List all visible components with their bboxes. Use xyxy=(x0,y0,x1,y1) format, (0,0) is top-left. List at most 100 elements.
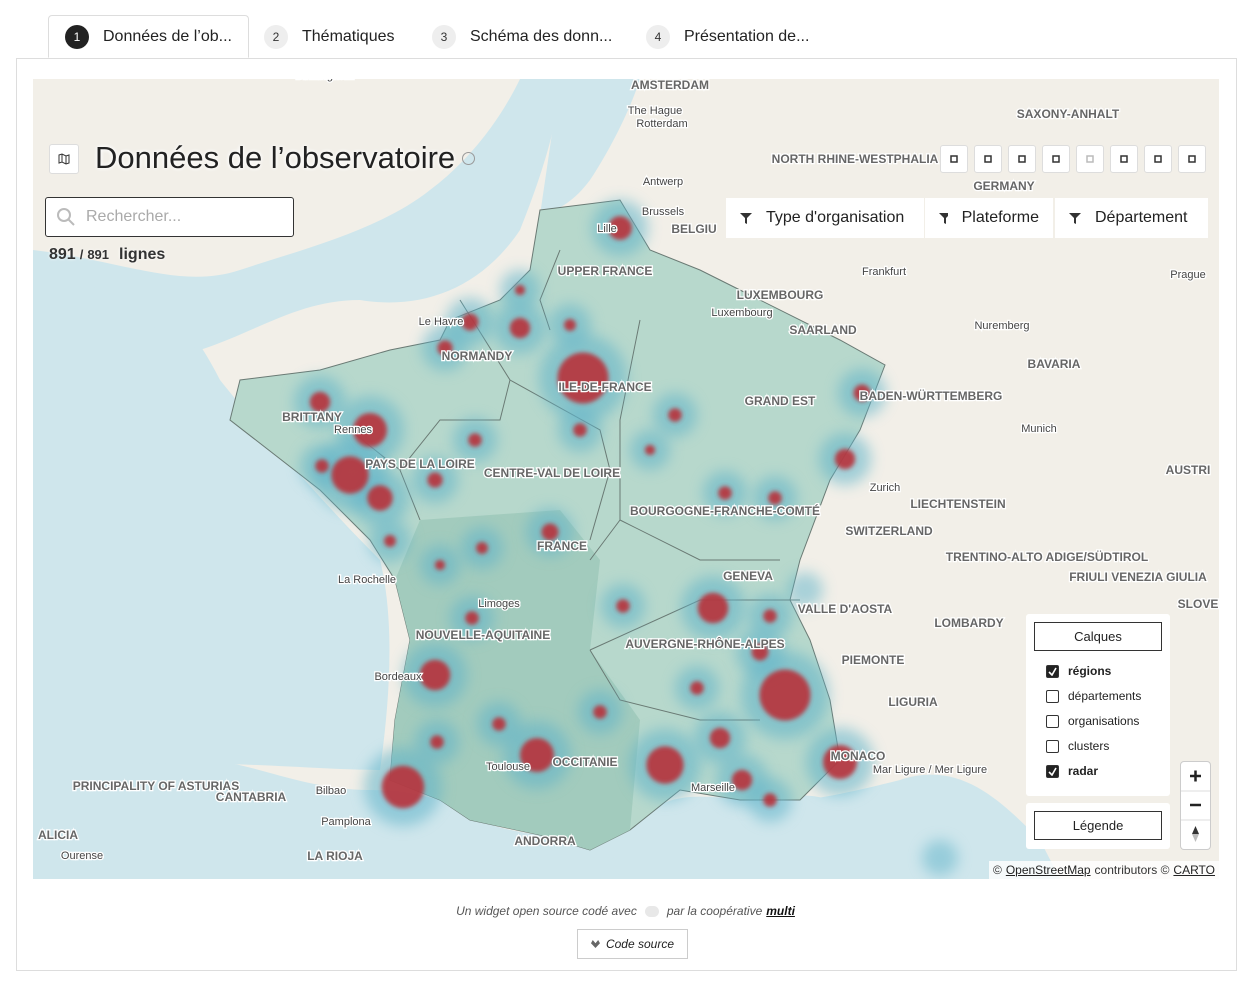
toolbar-button[interactable] xyxy=(1042,145,1070,173)
toolbar-button[interactable] xyxy=(1178,145,1206,173)
toolbar-button[interactable] xyxy=(1144,145,1172,173)
heat-core xyxy=(557,352,609,404)
heat-core xyxy=(492,717,506,731)
city-label: Antwerp xyxy=(643,176,683,188)
heat-core xyxy=(709,727,731,749)
layer-option[interactable]: départements xyxy=(1046,689,1141,703)
sea-north xyxy=(540,79,640,215)
layers-panel: Calques régions départements organisations c… xyxy=(1026,614,1170,796)
city-label: Pamplona xyxy=(321,816,371,828)
region-label: PRINCIPALITY OF ASTURIAS xyxy=(73,779,239,793)
layer-label: départements xyxy=(1068,689,1142,703)
region-label: BADEN-WÜRTTEMBERG xyxy=(860,388,1003,403)
toolbar-button[interactable] xyxy=(974,145,1002,173)
region-label: LOMBARDY xyxy=(934,616,1003,630)
carto-link[interactable]: CARTO xyxy=(1173,863,1215,877)
filter-button[interactable]: Département xyxy=(1055,198,1208,238)
sea-west xyxy=(33,240,390,770)
toolbar-button[interactable] xyxy=(1008,145,1036,173)
layer-option[interactable]: radar xyxy=(1046,764,1098,778)
heatmap-layer xyxy=(294,200,958,876)
icon xyxy=(58,153,70,165)
widget-title: Données de l’observatoire xyxy=(95,140,456,175)
layer-option[interactable]: organisations xyxy=(1046,714,1139,728)
filter-button[interactable]: Plateforme xyxy=(925,198,1053,238)
region-label: AUSTRI xyxy=(1166,463,1211,477)
checkbox[interactable] xyxy=(1046,714,1059,728)
checkbox[interactable] xyxy=(1046,689,1059,703)
heat-core xyxy=(419,659,451,691)
region-label: BELGIU xyxy=(671,222,716,236)
region-label: BAVARIA xyxy=(1028,357,1081,371)
heat-core xyxy=(573,423,587,437)
filter-label: Plateforme xyxy=(961,209,1039,226)
tab-label: Données de l’ob... xyxy=(103,27,232,45)
filter-label: Type d'organisation xyxy=(766,209,905,226)
layer-option[interactable]: clusters xyxy=(1046,739,1109,753)
toolbar-button[interactable] xyxy=(940,145,968,173)
checkbox[interactable] xyxy=(1046,664,1059,678)
region-label: SWITZERLAND xyxy=(845,524,933,538)
heat-core xyxy=(461,313,479,331)
legend-button[interactable]: Légende xyxy=(1034,811,1162,840)
toolbar-button[interactable] xyxy=(1110,145,1138,173)
tab[interactable]: 4 Présentation de... xyxy=(630,15,825,58)
heat-core xyxy=(468,433,482,447)
region-label: UPPER FRANCE xyxy=(558,264,653,278)
heat-core xyxy=(644,444,656,456)
heat-core xyxy=(331,456,369,494)
search-box[interactable]: Rechercher... xyxy=(45,197,294,237)
check-icon xyxy=(1048,667,1057,676)
search-placeholder: Rechercher... xyxy=(86,208,182,225)
region-label: ILE-DE-FRANCE xyxy=(558,380,651,394)
tab-number: 2 xyxy=(264,24,288,49)
heart-icon xyxy=(644,906,659,918)
region-label: PAYS DE LA LOIRE xyxy=(365,457,475,471)
count-shown: 891 xyxy=(49,246,76,263)
region-label: SAARLAND xyxy=(789,323,857,337)
region-label: LA RIOJA xyxy=(307,849,363,863)
icon xyxy=(1188,155,1196,163)
filter-button[interactable]: Type d'organisation xyxy=(726,198,924,238)
city-label: Munich xyxy=(1021,423,1056,435)
heat-core xyxy=(616,599,630,613)
city-label: Birmingham xyxy=(296,79,355,82)
city-label: La Rochelle xyxy=(338,574,396,586)
filter-label: Département xyxy=(1095,209,1188,226)
heat-core xyxy=(430,735,444,749)
layer-option[interactable]: régions xyxy=(1046,664,1111,678)
region-label: GRAND EST xyxy=(745,394,816,408)
filter-icon xyxy=(740,213,752,224)
heat-core xyxy=(367,485,393,511)
icon xyxy=(1052,155,1060,163)
multi-link[interactable]: multi xyxy=(766,904,795,918)
region-label: BOURGOGNE-FRANCHE-COMTÉ xyxy=(630,503,820,518)
city-label: Frankfurt xyxy=(862,266,906,278)
tab[interactable]: 2 Thématiques xyxy=(248,15,411,58)
source-button[interactable]: Code source xyxy=(577,929,688,959)
osm-link[interactable]: OpenStreetMap xyxy=(1005,863,1091,877)
zoom-control xyxy=(1181,762,1210,849)
city-label: Rennes xyxy=(334,424,372,436)
region-label: LIGURIA xyxy=(888,695,938,709)
checkbox[interactable] xyxy=(1046,739,1059,753)
heat-core xyxy=(514,284,526,296)
tab[interactable]: 1 Données de l’ob... xyxy=(48,15,249,58)
heat-core xyxy=(823,745,857,779)
checkbox[interactable] xyxy=(1046,764,1059,778)
city-label: Bilbao xyxy=(316,785,347,797)
legend-panel: Légende xyxy=(1026,803,1170,849)
heat-core xyxy=(853,384,871,402)
footer-text: Un widget open source codé avec par la co… xyxy=(0,904,1251,918)
tab[interactable]: 3 Schéma des donn... xyxy=(416,15,628,58)
toolbar-button[interactable] xyxy=(1076,145,1104,173)
heat-core xyxy=(315,459,329,473)
layout-toggle[interactable] xyxy=(49,144,79,174)
layers-button[interactable]: Calques xyxy=(1034,622,1162,651)
region-label: MONACO xyxy=(831,749,886,763)
heat-core xyxy=(476,542,488,554)
heat-core xyxy=(520,738,554,772)
